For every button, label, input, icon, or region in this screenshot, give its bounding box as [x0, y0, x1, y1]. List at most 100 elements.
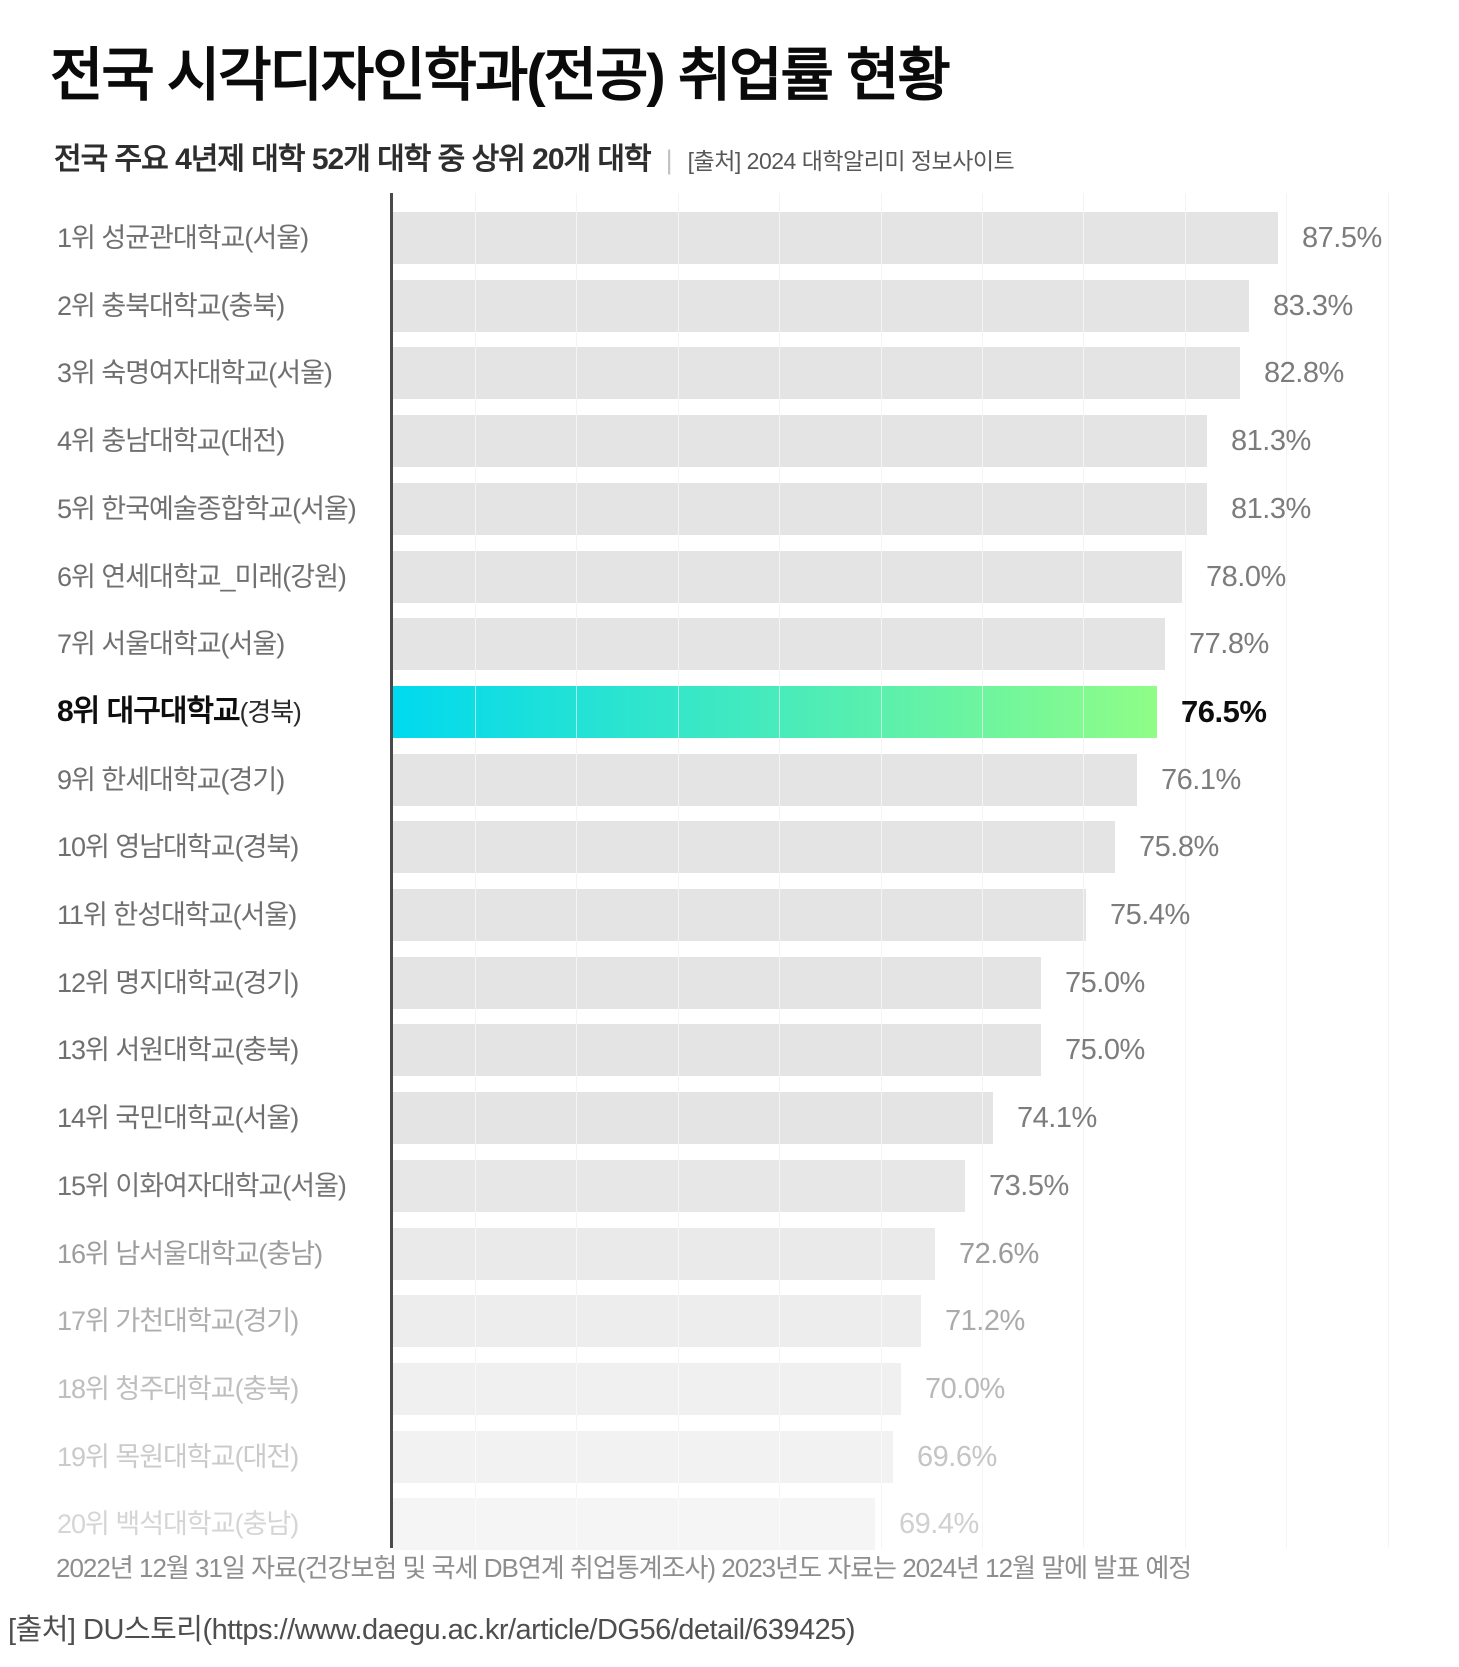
value-label: 76.5%: [1181, 694, 1267, 729]
chart-row-4위: 4위 충남대학교(대전) 81.3%: [0, 415, 1459, 467]
chart-row-5위: 5위 한국예술종합학교(서울) 81.3%: [0, 483, 1459, 535]
chart-row-2위: 2위 충북대학교(충북) 83.3%: [0, 280, 1459, 332]
university-label: 4위 충남대학교(대전): [57, 426, 285, 456]
source-line: [출처] DU스토리(https://www.daegu.ac.kr/artic…: [8, 1614, 856, 1646]
chart-row-19위: 19위 목원대학교(대전) 69.6%: [0, 1431, 1459, 1483]
gridline-overlay: [1083, 193, 1084, 1548]
university-label: 17위 가천대학교(경기): [57, 1306, 299, 1336]
chart-row-6위: 6위 연세대학교_미래(강원) 78.0%: [0, 551, 1459, 603]
page-title: 전국 시각디자인학과(전공) 취업률 현황: [50, 43, 951, 108]
value-label: 82.8%: [1264, 357, 1344, 389]
value-label: 69.4%: [899, 1508, 979, 1540]
chart-row-20위: 20위 백석대학교(충남) 69.4%: [0, 1498, 1459, 1550]
gridline-overlay: [1286, 193, 1287, 1548]
chart-row-18위: 18위 청주대학교(충북) 70.0%: [0, 1363, 1459, 1415]
university-label: 7위 서울대학교(서울): [57, 629, 285, 659]
chart-row-17위: 17위 가천대학교(경기) 71.2%: [0, 1295, 1459, 1347]
gridline-overlay: [1388, 193, 1389, 1548]
gridline-overlay: [1185, 193, 1186, 1548]
bar: [393, 1498, 875, 1550]
bar: [393, 1363, 901, 1415]
chart-row-9위: 9위 한세대학교(경기) 76.1%: [0, 754, 1459, 806]
value-label: 81.3%: [1231, 425, 1311, 457]
bar: [393, 1024, 1041, 1076]
bar: [393, 1160, 965, 1212]
university-label: 9위 한세대학교(경기): [57, 765, 285, 795]
value-label: 72.6%: [959, 1238, 1039, 1270]
university-label: 14위 국민대학교(서울): [57, 1103, 299, 1133]
university-label: 16위 남서울대학교(충남): [57, 1239, 323, 1269]
footnote: 2022년 12월 31일 자료(건강보험 및 국세 DB연계 취업통계조사) …: [56, 1553, 1192, 1583]
gridline-overlay: [576, 193, 577, 1548]
chart-row-13위: 13위 서원대학교(충북) 75.0%: [0, 1024, 1459, 1076]
university-label: 11위 한성대학교(서울): [57, 900, 297, 930]
university-label: 5위 한국예술종합학교(서울): [57, 494, 357, 524]
gridline-overlay: [678, 193, 679, 1548]
bar: [393, 212, 1278, 264]
university-region: (경북): [239, 697, 302, 727]
gridline-overlay: [475, 193, 476, 1548]
bar-chart: 1위 성균관대학교(서울) 87.5% 2위 충북대학교(충북) 83.3% 3위 숙명…: [0, 193, 1459, 1550]
bar: [393, 551, 1182, 603]
value-label: 78.0%: [1206, 561, 1286, 593]
gridline-overlay: [881, 193, 882, 1548]
university-label: 1위 성균관대학교(서울): [57, 223, 309, 253]
chart-row-12위: 12위 명지대학교(경기) 75.0%: [0, 957, 1459, 1009]
chart-row-3위: 3위 숙명여자대학교(서울) 82.8%: [0, 347, 1459, 399]
bar: [393, 1092, 993, 1144]
value-label: 81.3%: [1231, 493, 1311, 525]
university-label: 20위 백석대학교(충남): [57, 1509, 299, 1539]
subtitle-separator: |: [665, 145, 673, 175]
university-label: 18위 청주대학교(충북): [57, 1374, 299, 1404]
bar: [393, 889, 1086, 941]
subtitle: 전국 주요 4년제 대학 52개 대학 중 상위 20개 대학 | [출처] 2…: [54, 134, 1015, 178]
subtitle-main: 전국 주요 4년제 대학 52개 대학 중 상위 20개 대학: [54, 143, 652, 176]
subtitle-source: [출처] 2024 대학알리미 정보사이트: [687, 148, 1015, 174]
university-label: 15위 이화여자대학교(서울): [57, 1171, 347, 1201]
chart-row-1위: 1위 성균관대학교(서울) 87.5%: [0, 212, 1459, 264]
bar: [393, 957, 1041, 1009]
value-label: 87.5%: [1302, 222, 1382, 254]
university-label: 12위 명지대학교(경기): [57, 968, 299, 998]
value-label: 73.5%: [989, 1170, 1069, 1202]
bar: [393, 1431, 893, 1483]
bar: [393, 280, 1249, 332]
bar: [393, 415, 1207, 467]
university-label: 19위 목원대학교(대전): [57, 1442, 299, 1472]
value-label: 83.3%: [1273, 290, 1353, 322]
highlighted-bar: [393, 686, 1157, 738]
value-label: 76.1%: [1161, 764, 1241, 796]
bar: [393, 1228, 935, 1280]
university-label: 10위 영남대학교(경북): [57, 832, 299, 862]
value-label: 69.6%: [917, 1441, 997, 1473]
bar: [393, 347, 1240, 399]
chart-row-11위: 11위 한성대학교(서울) 75.4%: [0, 889, 1459, 941]
university-label: 13위 서원대학교(충북): [57, 1035, 299, 1065]
value-label: 74.1%: [1017, 1102, 1097, 1134]
value-label: 77.8%: [1189, 628, 1269, 660]
value-label: 75.8%: [1139, 831, 1219, 863]
value-label: 75.0%: [1065, 1034, 1145, 1066]
chart-row-7위: 7위 서울대학교(서울) 77.8%: [0, 618, 1459, 670]
chart-row-15위: 15위 이화여자대학교(서울) 73.5%: [0, 1160, 1459, 1212]
university-label: 2위 충북대학교(충북): [57, 291, 285, 321]
bar: [393, 1295, 921, 1347]
university-label: 8위 대구대학교(경북): [57, 686, 387, 738]
bar: [393, 754, 1137, 806]
chart-row-16위: 16위 남서울대학교(충남) 72.6%: [0, 1228, 1459, 1280]
chart-row-10위: 10위 영남대학교(경북) 75.8%: [0, 821, 1459, 873]
value-label: 75.4%: [1110, 899, 1190, 931]
university-label: 6위 연세대학교_미래(강원): [57, 562, 347, 592]
university-rank-name: 8위 대구대학교: [57, 695, 241, 728]
value-label: 71.2%: [945, 1305, 1025, 1337]
value-label: 75.0%: [1065, 967, 1145, 999]
bar: [393, 821, 1115, 873]
bar: [393, 483, 1207, 535]
university-label: 3위 숙명여자대학교(서울): [57, 358, 333, 388]
value-label: 70.0%: [925, 1373, 1005, 1405]
gridline-overlay: [982, 193, 983, 1548]
chart-row-14위: 14위 국민대학교(서울) 74.1%: [0, 1092, 1459, 1144]
y-axis-line: [390, 193, 393, 1548]
chart-row-8위: 8위 대구대학교(경북) 76.5%: [0, 686, 1459, 738]
gridline-overlay: [779, 193, 780, 1548]
